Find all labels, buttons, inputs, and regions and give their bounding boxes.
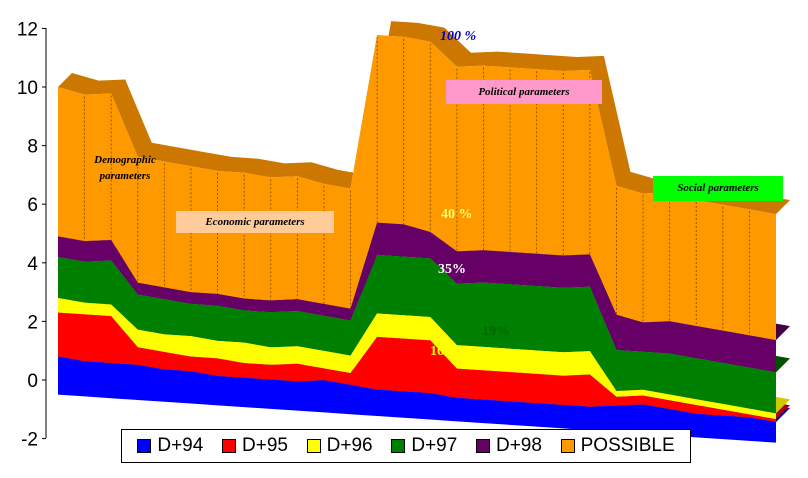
legend-swatch: [391, 439, 406, 453]
legend-swatch: [306, 439, 321, 453]
legend-item-d-96: D+96: [306, 435, 373, 457]
legend-swatch: [222, 439, 236, 453]
y-tick-label: 2: [27, 312, 38, 333]
series-area-d-95: [58, 312, 776, 423]
economic-parameters-label: Economic parameters: [176, 211, 334, 233]
pct-19-label: 19%: [482, 324, 510, 339]
pct-35-label: 35%: [438, 262, 466, 277]
legend-label: D+97: [411, 435, 458, 456]
legend-item-possible: POSSIBLE: [560, 435, 675, 457]
legend-swatch: [137, 439, 152, 453]
y-tick-label: 10: [17, 78, 38, 99]
legend-item-d-97: D+97: [391, 435, 457, 457]
pct-100-label: 100 %: [440, 29, 477, 44]
legend-label: D+96: [326, 435, 373, 456]
demographic-parameters-label: Demographic parameters: [94, 154, 156, 182]
pct-40-label: 40 %: [441, 207, 473, 222]
series-area-d-96: [58, 297, 776, 420]
legend-label: D+98: [495, 435, 542, 456]
series-area-possible: [58, 35, 776, 341]
y-tick-label: 6: [27, 195, 38, 216]
legend-label: D+95: [242, 435, 288, 456]
chart-legend: D+94 D+95 D+96 D+97 D+98 POSSIBLE: [121, 429, 691, 463]
legend-swatch: [560, 439, 575, 453]
y-tick-label: 12: [17, 19, 38, 40]
y-tick-label: 8: [27, 137, 38, 158]
y-tick-label: 0: [27, 371, 38, 392]
pct-16-label: 16%: [430, 344, 458, 359]
series-top-surface-possible: [58, 21, 790, 215]
legend-swatch: [475, 439, 490, 453]
legend-item-d-98: D+98: [475, 435, 542, 457]
political-parameters-label: Political parameters: [446, 80, 602, 104]
legend-item-d-95: D+95: [222, 435, 288, 457]
series-area-d-98: [58, 222, 776, 373]
series-area-d-97: [58, 254, 776, 414]
y-tick-label: -2: [21, 430, 38, 451]
legend-label: POSSIBLE: [580, 435, 675, 456]
social-parameters-label: Social parameters: [653, 176, 783, 201]
legend-item-d-94: D+94: [137, 435, 203, 457]
y-tick-label: 4: [27, 254, 38, 275]
series-area-d-94: [58, 356, 776, 443]
legend-label: D+94: [157, 435, 204, 456]
